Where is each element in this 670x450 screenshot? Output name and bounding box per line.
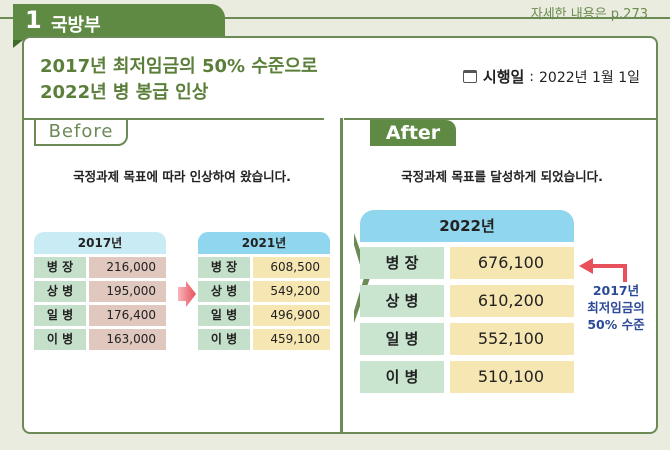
table-row: 일 병 496,900	[198, 305, 330, 326]
arrow-left-icon	[579, 258, 627, 282]
pay-cell: 195,000	[89, 281, 166, 302]
note-line-3: 50% 수준	[587, 317, 645, 332]
ministry-tab: 1 국방부	[13, 4, 225, 48]
pay-cell: 610,200	[450, 285, 574, 317]
table-row: 일 병 552,100	[360, 323, 574, 355]
after-description: 국정과제 목표를 달성하게 되었습니다.	[401, 169, 603, 184]
table-row: 이 병 459,100	[198, 329, 330, 350]
table-row: 병 장 608,500	[198, 257, 330, 278]
page-reference: 자세한 내용은 p.273	[530, 7, 648, 22]
ministry-name: 국방부	[51, 15, 101, 36]
pay-cell: 496,900	[253, 305, 330, 326]
rank-cell: 병 장	[34, 257, 86, 278]
rank-cell: 상 병	[34, 281, 86, 302]
content-card: 2017년 최저임금의 50% 수준으로 2022년 병 봉급 인상 시행일 :…	[22, 36, 658, 434]
pay-cell: 552,100	[450, 323, 574, 355]
section-number: 1	[25, 6, 42, 34]
rank-cell: 이 병	[34, 329, 86, 350]
pay-cell: 459,100	[253, 329, 330, 350]
divider-vertical	[340, 118, 343, 434]
table-2022: 2022년 병 장 676,100 상 병 610,200 일 병 552,100 이…	[360, 210, 574, 399]
table-row: 이 병 163,000	[34, 329, 166, 350]
pay-cell: 216,000	[89, 257, 166, 278]
rank-cell: 이 병	[198, 329, 250, 350]
rank-cell: 병 장	[198, 257, 250, 278]
pay-cell: 676,100	[450, 247, 574, 279]
header-rule	[0, 17, 670, 19]
effective-value: 2022년 1월 1일	[539, 69, 640, 86]
title-line-1: 2017년 최저임금의 50% 수준으로	[40, 56, 318, 77]
rank-cell: 병 장	[360, 247, 444, 279]
table-row: 병 장 676,100	[360, 247, 574, 279]
rank-cell: 이 병	[360, 361, 444, 393]
rank-cell: 상 병	[198, 281, 250, 302]
pay-cell: 510,100	[450, 361, 574, 393]
table-row: 상 병 195,000	[34, 281, 166, 302]
after-tab: After	[370, 120, 456, 146]
note-line-2: 최저임금의	[587, 300, 645, 315]
table-2021: 2021년 병 장 608,500 상 병 549,200 일 병 496,900 이…	[198, 232, 330, 353]
table-row: 상 병 610,200	[360, 285, 574, 317]
arrow-right-icon	[178, 281, 196, 307]
rank-cell: 상 병	[360, 285, 444, 317]
chevron-right-icon	[354, 233, 370, 323]
effective-separator: :	[529, 68, 535, 85]
table-2017-header: 2017년	[34, 232, 166, 254]
title-line-2: 2022년 병 봉급 인상	[40, 82, 209, 103]
table-2021-header: 2021년	[198, 232, 330, 254]
pay-cell: 163,000	[89, 329, 166, 350]
table-row: 일 병 176,400	[34, 305, 166, 326]
pay-cell: 176,400	[89, 305, 166, 326]
divider-left	[24, 118, 324, 120]
calendar-icon	[462, 70, 477, 83]
before-description: 국정과제 목표에 따라 인상하여 왔습니다.	[73, 169, 291, 184]
effective-date: 시행일 : 2022년 1월 1일	[462, 66, 640, 87]
pay-cell: 549,200	[253, 281, 330, 302]
rank-cell: 일 병	[198, 305, 250, 326]
table-2017: 2017년 병 장 216,000 상 병 195,000 일 병 176,400 이…	[34, 232, 166, 353]
divider-right	[344, 118, 656, 120]
rank-cell: 일 병	[360, 323, 444, 355]
note-line-1: 2017년	[592, 283, 640, 298]
effective-label: 시행일	[482, 68, 525, 86]
rank-cell: 일 병	[34, 305, 86, 326]
minimum-wage-note: 2017년 최저임금의 50% 수준	[576, 282, 656, 333]
table-row: 이 병 510,100	[360, 361, 574, 393]
table-row: 상 병 549,200	[198, 281, 330, 302]
table-2022-header: 2022년	[360, 210, 574, 242]
before-tab: Before	[34, 120, 128, 146]
table-row: 병 장 216,000	[34, 257, 166, 278]
pay-cell: 608,500	[253, 257, 330, 278]
